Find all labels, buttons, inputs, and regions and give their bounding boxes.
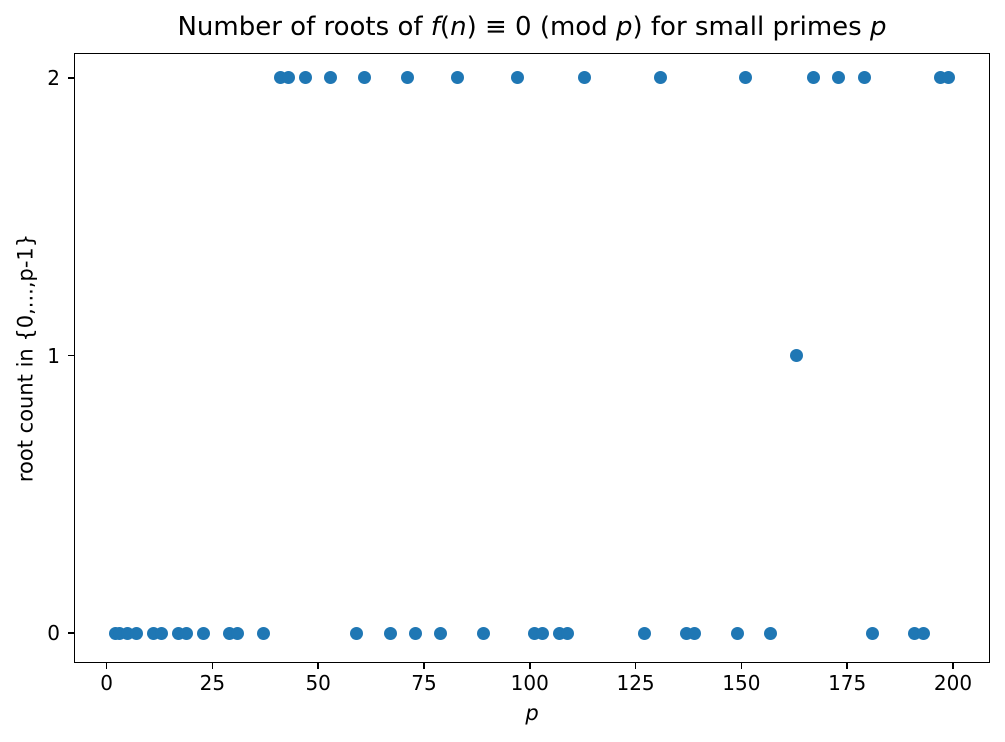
data-point	[832, 71, 846, 85]
y-tick-mark	[68, 77, 74, 79]
data-point	[451, 71, 465, 85]
data-point	[358, 71, 372, 85]
data-point	[510, 71, 524, 85]
title-text-segment: (	[439, 12, 451, 42]
data-point	[561, 626, 575, 640]
data-point	[857, 71, 871, 85]
data-point	[400, 71, 414, 85]
x-tick-mark	[211, 663, 214, 669]
data-point	[282, 71, 296, 85]
x-tick-label: 125	[616, 671, 655, 695]
title-text-segment: Number of roots of	[177, 12, 431, 42]
x-tick-mark	[317, 663, 319, 669]
data-point	[654, 71, 668, 85]
data-point	[383, 626, 397, 640]
x-tick-label: 175	[828, 671, 867, 695]
data-point	[129, 626, 143, 640]
x-tick-mark	[634, 663, 637, 669]
x-tick-mark	[846, 663, 848, 669]
x-tick-label: 150	[722, 671, 761, 695]
y-tick-label: 1	[47, 343, 60, 368]
data-point	[155, 626, 169, 640]
x-tick-mark	[528, 663, 531, 669]
title-math-segment: p	[870, 12, 887, 42]
x-tick-label: 25	[199, 671, 226, 695]
data-point	[806, 71, 820, 85]
data-point	[739, 71, 753, 85]
x-tick-label: 200	[933, 671, 973, 695]
data-point	[349, 626, 363, 640]
x-tick-mark	[105, 663, 108, 669]
x-tick-label: 0	[100, 671, 113, 695]
title-math-segment: p	[615, 12, 633, 42]
data-point	[764, 626, 778, 640]
data-point	[434, 626, 448, 640]
x-tick-label: 75	[411, 671, 437, 695]
x-tick-mark	[740, 663, 743, 669]
data-point	[942, 71, 956, 85]
x-tick-mark	[952, 663, 954, 669]
title-math-segment: n	[450, 12, 467, 42]
chart-title: Number of roots of f(n) ≡ 0 (mod p) for …	[74, 12, 990, 42]
data-point	[916, 626, 930, 640]
data-point	[866, 626, 880, 640]
title-math-segment: f	[430, 12, 440, 42]
data-point	[256, 626, 270, 640]
x-tick-mark	[423, 663, 425, 669]
data-point	[197, 626, 211, 640]
data-point	[324, 71, 338, 85]
y-tick-label: 2	[47, 65, 60, 90]
data-point	[637, 626, 651, 640]
x-tick-label: 50	[305, 671, 331, 695]
y-tick-mark	[68, 354, 74, 357]
data-point	[298, 71, 312, 85]
data-point	[578, 71, 592, 85]
x-tick-label: 100	[510, 671, 549, 695]
data-point	[688, 626, 702, 640]
data-point	[231, 626, 245, 640]
plot-area	[74, 53, 990, 663]
data-point	[789, 349, 803, 362]
data-point	[180, 626, 194, 640]
y-tick-label: 0	[47, 621, 60, 646]
data-point	[535, 626, 549, 640]
y-tick-mark	[68, 632, 74, 634]
title-text-segment: ) ≡ 0 (mod	[466, 12, 616, 42]
data-point	[476, 626, 490, 640]
data-point	[409, 626, 423, 640]
title-text-segment: ) for small primes	[632, 12, 870, 42]
x-axis-label: p	[525, 701, 539, 725]
data-point	[730, 626, 744, 640]
